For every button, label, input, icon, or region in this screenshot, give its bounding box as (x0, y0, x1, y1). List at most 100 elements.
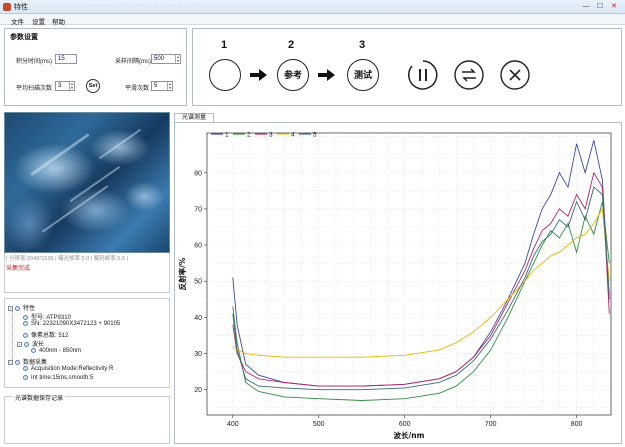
series-line-5 (232, 186, 610, 391)
tree-label: 特性 (23, 306, 36, 312)
tree-node-pixels[interactable]: 像素总数: 512 (23, 330, 68, 339)
parameter-panel: 参数设置 积分时间(ms) 15 采样间隔(ms) 500 ▲ ▼ 平均扫描次数 … (4, 28, 187, 106)
tree-label: Acquisition Mode:Reflectivity R (31, 366, 114, 373)
window-title: 特性 (14, 4, 28, 11)
series-line-2 (232, 201, 610, 401)
smooth-count-spinner[interactable]: ▲ ▼ (167, 82, 172, 90)
legend-label: 2 (247, 132, 251, 139)
y-tick-label: 60 (194, 243, 202, 250)
y-tick-label: 30 (194, 351, 202, 358)
device-info-tree: − 特性 型号: ATP9310 SN: 22321090X3472123 + 9… (4, 298, 170, 388)
average-scans-label: 平均扫描次数 (16, 86, 53, 92)
node-icon (15, 305, 20, 311)
tree-label: SN: 22321090X3472123 + 90105 (31, 321, 121, 328)
x-tick-label: 600 (399, 421, 411, 428)
tree-node-wavelength-range[interactable]: 400nm - 850nm (31, 348, 81, 354)
camera-preview (4, 112, 170, 253)
integration-time-input[interactable]: 15 (55, 54, 77, 64)
x-tick-label: 500 (313, 421, 325, 428)
smooth-count-value: 5 (154, 83, 158, 89)
arrow-right-icon (250, 69, 267, 81)
blurred-taskbar-text: ·· ····· ···· ····· ···· ····· ···· (95, 3, 198, 9)
node-icon (15, 359, 20, 365)
tree-node-acquisition[interactable]: − 数据采集 (8, 357, 47, 366)
spectrum-chart: 400 500 600 700 800 20 30 40 50 60 70 80 波长/nm 反射率/% 1… (177, 132, 612, 440)
collapse-icon[interactable]: − (8, 359, 13, 365)
menu-file[interactable]: 文件 (11, 19, 24, 26)
y-tick-label: 70 (194, 206, 202, 213)
tree-node-wavelength[interactable]: − 波长 (17, 339, 44, 348)
y-tick-label: 40 (194, 315, 202, 322)
step-number-2: 2 (288, 39, 295, 51)
test-button[interactable]: 测试 (347, 59, 379, 91)
plot-area (206, 132, 612, 416)
save-records-label: 光谱数据保存记录 (13, 393, 66, 402)
pause-icon[interactable] (407, 59, 439, 91)
tree-label: Int time:15ms,smooth:5 (31, 375, 94, 382)
node-icon (24, 341, 29, 347)
average-scans-input[interactable]: 3 ▲ ▼ (55, 81, 75, 91)
y-tick-label: 50 (194, 279, 202, 286)
title-bar: 特性 ·· ····· ···· ····· ···· ····· ···· —… (0, 0, 625, 14)
dark-reference-button[interactable] (209, 59, 241, 91)
tree-node-serial[interactable]: SN: 22321090X3472123 + 90105 (23, 321, 120, 327)
arrow-right-icon (318, 69, 335, 81)
y-tick-label: 80 (194, 170, 202, 177)
step-number-1: 1 (221, 39, 228, 51)
collapse-icon[interactable]: − (8, 305, 13, 311)
integration-time-label: 积分时间(ms) (16, 59, 52, 65)
node-icon (23, 321, 28, 326)
average-scans-value: 3 (58, 83, 62, 89)
camera-status-text: | 分辨率:2048*1536 | 曝光帧率:5.0 | 解码帧率:5.0 | (6, 256, 128, 262)
menu-bar: 文件 设置 帮助 (0, 14, 625, 26)
parameter-panel-title: 参数设置 (10, 34, 38, 41)
sample-interval-value: 500 (154, 56, 165, 62)
loop-icon[interactable] (453, 59, 485, 91)
collapse-icon[interactable]: − (17, 341, 22, 347)
x-tick-label: 700 (485, 421, 497, 428)
reference-button[interactable]: 参考 (277, 59, 309, 91)
legend-label: 4 (291, 132, 295, 139)
menu-settings[interactable]: 设置 (32, 19, 45, 26)
series-line-4 (232, 207, 610, 358)
average-scans-spinner[interactable]: ▲ ▼ (69, 82, 74, 90)
tree-node-int-time[interactable]: Int time:15ms,smooth:5 (23, 375, 93, 381)
maximize-button[interactable]: ☐ (596, 3, 604, 10)
step-number-3: 3 (359, 39, 366, 51)
smooth-count-input[interactable]: 5 ▲ ▼ (151, 81, 173, 91)
tree-label: 像素总数: 512 (31, 333, 69, 339)
x-tick-label: 800 (571, 421, 583, 428)
tree-label: 400nm - 850nm (39, 348, 82, 355)
node-icon (23, 332, 28, 338)
save-records-panel: 光谱数据保存记录 (4, 393, 170, 444)
tree-label: 型号: ATP9310 (31, 315, 71, 321)
tree-node-model[interactable]: 型号: ATP9310 (23, 312, 71, 321)
stop-icon[interactable] (499, 59, 531, 91)
sample-interval-label: 采样间隔(ms) (115, 59, 151, 65)
tab-spectrum-measurement[interactable]: 光谱测量 (174, 113, 214, 123)
smooth-count-label: 平滑次数 (125, 86, 150, 92)
legend-label: 5 (313, 132, 317, 139)
menu-help[interactable]: 帮助 (52, 19, 65, 26)
close-window-button[interactable]: ✕ (611, 3, 617, 10)
app-icon (3, 3, 11, 11)
capture-message: 采集完成 (6, 266, 31, 272)
x-axis-label: 波长/nm (394, 430, 425, 440)
node-icon (23, 375, 28, 380)
x-tick-label: 400 (227, 421, 239, 428)
legend-label: 1 (225, 132, 229, 139)
sample-interval-spinner[interactable]: ▲ ▼ (175, 55, 180, 63)
minimize-button[interactable]: — (582, 3, 590, 10)
sample-interval-input[interactable]: 500 ▲ ▼ (151, 54, 181, 64)
series-line-3 (232, 171, 610, 387)
set-button[interactable]: Set (86, 79, 100, 93)
node-icon (23, 314, 28, 320)
spectrum-chart-panel: 400 500 600 700 800 20 30 40 50 60 70 80 波长/nm 反射率/% 1… (174, 122, 622, 444)
y-axis-label: 反射率/% (177, 257, 187, 290)
tree-label: 数据采集 (23, 360, 48, 366)
camera-status-box (4, 253, 170, 293)
tree-node-acq-mode[interactable]: Acquisition Mode:Reflectivity R (23, 366, 113, 372)
tree-node-properties[interactable]: − 特性 (8, 303, 35, 312)
node-icon (23, 366, 28, 371)
control-panel: 1 2 3 参考 测试 (192, 28, 622, 106)
